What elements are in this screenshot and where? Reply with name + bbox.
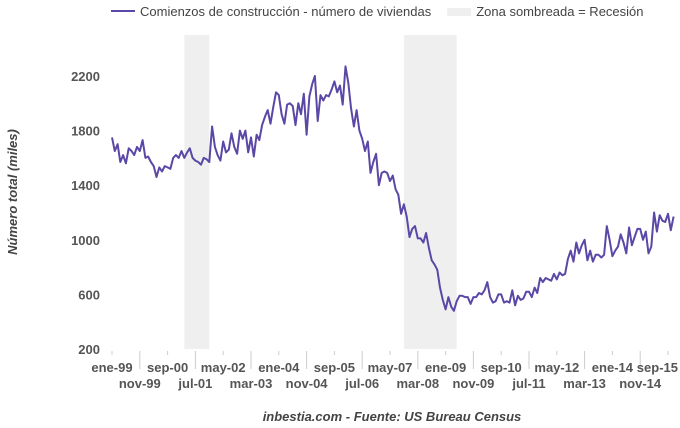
y-axis-label: Número total (miles): [5, 129, 20, 255]
recession-shade-1: [184, 35, 210, 349]
legend-series-label: Comienzos de construcción - número de vi…: [140, 4, 432, 19]
x-tick-label: sep-05: [314, 360, 355, 375]
x-tick-label: may-07: [368, 360, 413, 375]
x-tick-label: sep-15: [637, 360, 678, 375]
y-tick-label: 1800: [71, 124, 100, 139]
x-tick-label: nov-14: [619, 376, 662, 391]
y-tick-label: 1400: [71, 178, 100, 193]
x-tick-label: ene-04: [258, 360, 300, 375]
x-tick-label: may-12: [534, 360, 579, 375]
y-tick-label: 2200: [71, 69, 100, 84]
x-tick-label: mar-03: [230, 376, 273, 391]
legend: Comienzos de construcción - número de vi…: [111, 4, 644, 19]
x-tick-label: jul-11: [511, 376, 545, 391]
source-note: inbestia.com - Fuente: US Bureau Census: [263, 409, 522, 424]
x-tick-label: nov-99: [119, 376, 161, 391]
legend-shade-label: Zona sombreada = Recesión: [476, 4, 643, 19]
x-tick-label: may-02: [201, 360, 246, 375]
x-tick-label: sep-10: [481, 360, 522, 375]
series-line: [111, 65, 675, 312]
y-tick-label: 600: [78, 287, 100, 302]
x-tick-label: sep-00: [147, 360, 188, 375]
x-tick-label: nov-04: [286, 376, 329, 391]
y-tick-label: 1000: [71, 233, 100, 248]
x-tick-label: ene-99: [91, 360, 132, 375]
legend-shade-swatch: [447, 8, 472, 16]
x-tick-label: jul-01: [177, 376, 212, 391]
x-tick-label: ene-09: [425, 360, 466, 375]
x-tick-label: ene-14: [592, 360, 634, 375]
x-tick-label: mar-08: [396, 376, 439, 391]
x-tick-label: nov-09: [452, 376, 494, 391]
y-tick-label: 200: [78, 342, 100, 357]
x-tick-label: mar-13: [563, 376, 606, 391]
x-tick-label: jul-06: [344, 376, 379, 391]
